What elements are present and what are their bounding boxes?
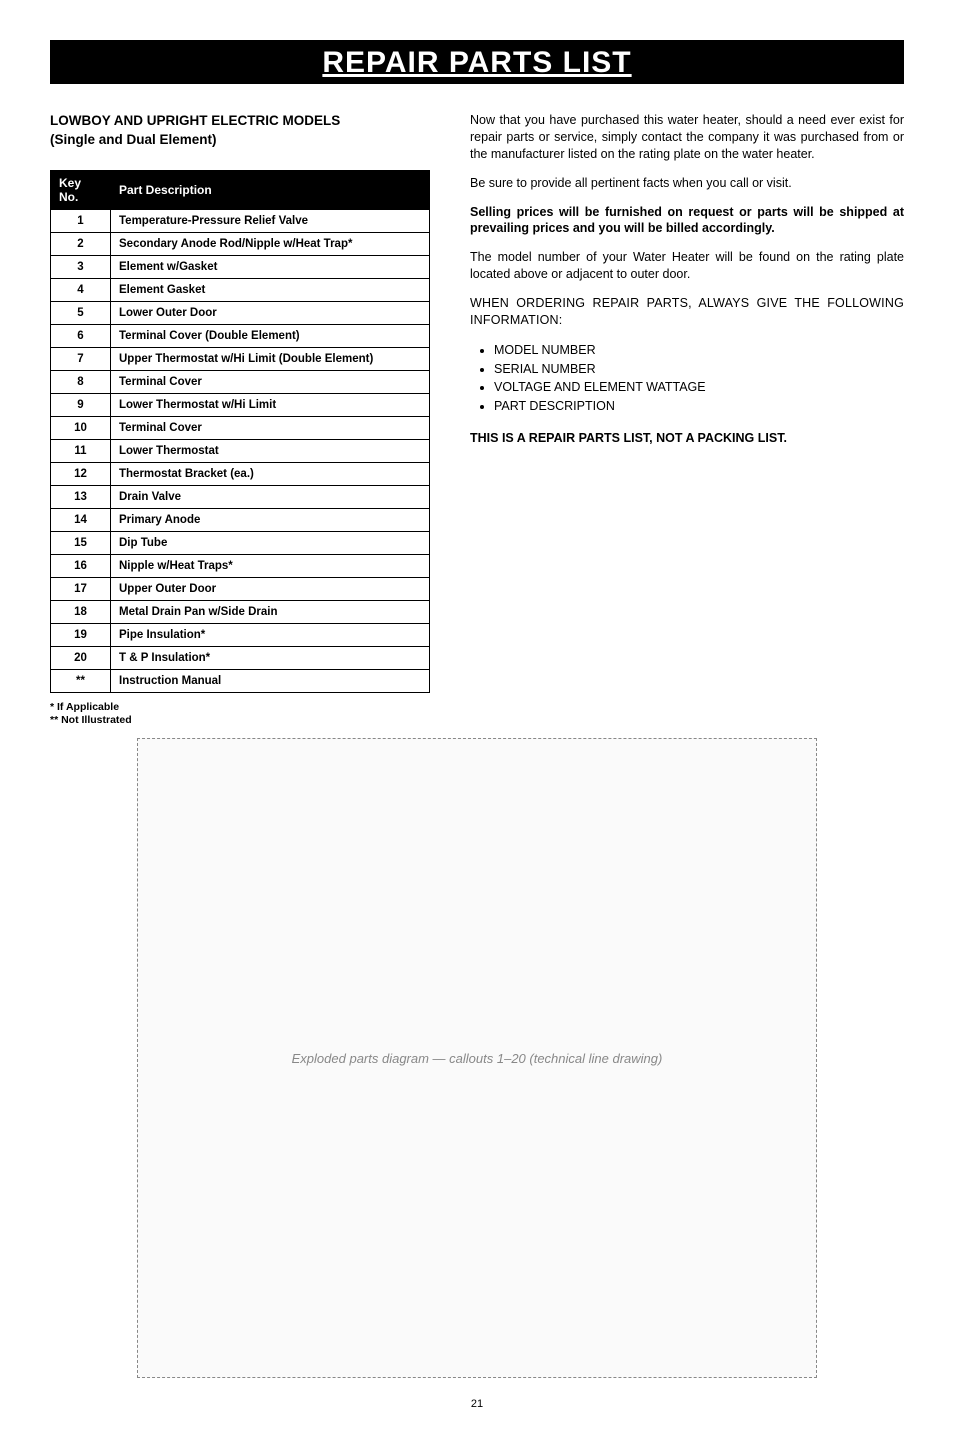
cell-desc: Upper Outer Door: [111, 577, 430, 600]
cell-key: 2: [51, 232, 111, 255]
left-column: LOWBOY AND UPRIGHT ELECTRIC MODELS (Sing…: [50, 112, 430, 728]
cell-key: 16: [51, 554, 111, 577]
table-row: 18Metal Drain Pan w/Side Drain: [51, 600, 430, 623]
cell-key: 15: [51, 531, 111, 554]
not-packing-list-note: THIS IS A REPAIR PARTS LIST, NOT A PACKI…: [470, 430, 904, 447]
cell-desc: Nipple w/Heat Traps*: [111, 554, 430, 577]
provide-facts-paragraph: Be sure to provide all pertinent facts w…: [470, 175, 904, 192]
exploded-diagram-placeholder: Exploded parts diagram — callouts 1–20 (…: [137, 738, 817, 1378]
cell-desc: Drain Valve: [111, 485, 430, 508]
cell-desc: Metal Drain Pan w/Side Drain: [111, 600, 430, 623]
table-row: 15Dip Tube: [51, 531, 430, 554]
table-row: 16Nipple w/Heat Traps*: [51, 554, 430, 577]
cell-desc: Element Gasket: [111, 278, 430, 301]
page-number: 21: [50, 1398, 904, 1410]
list-item: MODEL NUMBER: [494, 341, 904, 360]
table-row: 9Lower Thermostat w/Hi Limit: [51, 393, 430, 416]
cell-key: 18: [51, 600, 111, 623]
table-row: 6Terminal Cover (Double Element): [51, 324, 430, 347]
table-row: 17Upper Outer Door: [51, 577, 430, 600]
cell-key: 4: [51, 278, 111, 301]
table-row: 20T & P Insulation*: [51, 646, 430, 669]
cell-desc: Instruction Manual: [111, 669, 430, 692]
table-row: **Instruction Manual: [51, 669, 430, 692]
cell-key: 6: [51, 324, 111, 347]
cell-desc: Pipe Insulation*: [111, 623, 430, 646]
cell-desc: Upper Thermostat w/Hi Limit (Double Elem…: [111, 347, 430, 370]
col-header-desc: Part Description: [111, 170, 430, 209]
cell-desc: Terminal Cover (Double Element): [111, 324, 430, 347]
page-banner: REPAIR PARTS LIST: [50, 40, 904, 84]
table-row: 14Primary Anode: [51, 508, 430, 531]
subtitle-line-1: LOWBOY AND UPRIGHT ELECTRIC MODELS: [50, 112, 430, 131]
cell-desc: Lower Thermostat: [111, 439, 430, 462]
pricing-paragraph: Selling prices will be furnished on requ…: [470, 204, 904, 238]
cell-key: 19: [51, 623, 111, 646]
parts-table: Key No. Part Description 1Temperature-Pr…: [50, 170, 430, 693]
ordering-heading: WHEN ORDERING REPAIR PARTS, ALWAYS GIVE …: [470, 295, 904, 329]
cell-key: 20: [51, 646, 111, 669]
cell-desc: Terminal Cover: [111, 370, 430, 393]
list-item: VOLTAGE AND ELEMENT WATTAGE: [494, 378, 904, 397]
cell-key: 12: [51, 462, 111, 485]
cell-desc: Primary Anode: [111, 508, 430, 531]
list-item: SERIAL NUMBER: [494, 360, 904, 379]
footnote-2: ** Not Illustrated: [50, 714, 430, 728]
cell-key: **: [51, 669, 111, 692]
table-row: 1Temperature-Pressure Relief Valve: [51, 209, 430, 232]
cell-desc: Lower Thermostat w/Hi Limit: [111, 393, 430, 416]
table-row: 10Terminal Cover: [51, 416, 430, 439]
cell-key: 1: [51, 209, 111, 232]
cell-desc: Lower Outer Door: [111, 301, 430, 324]
intro-paragraph: Now that you have purchased this water h…: [470, 112, 904, 163]
subtitle-block: LOWBOY AND UPRIGHT ELECTRIC MODELS (Sing…: [50, 112, 430, 150]
cell-desc: T & P Insulation*: [111, 646, 430, 669]
table-header-row: Key No. Part Description: [51, 170, 430, 209]
footnote-1: * If Applicable: [50, 701, 430, 715]
ordering-info-list: MODEL NUMBERSERIAL NUMBERVOLTAGE AND ELE…: [470, 341, 904, 416]
cell-key: 11: [51, 439, 111, 462]
cell-key: 14: [51, 508, 111, 531]
table-row: 13Drain Valve: [51, 485, 430, 508]
table-row: 3Element w/Gasket: [51, 255, 430, 278]
cell-key: 7: [51, 347, 111, 370]
cell-desc: Temperature-Pressure Relief Valve: [111, 209, 430, 232]
table-row: 8Terminal Cover: [51, 370, 430, 393]
cell-desc: Element w/Gasket: [111, 255, 430, 278]
cell-key: 10: [51, 416, 111, 439]
cell-desc: Terminal Cover: [111, 416, 430, 439]
table-row: 5Lower Outer Door: [51, 301, 430, 324]
table-row: 4Element Gasket: [51, 278, 430, 301]
two-column-layout: LOWBOY AND UPRIGHT ELECTRIC MODELS (Sing…: [50, 112, 904, 728]
table-row: 7Upper Thermostat w/Hi Limit (Double Ele…: [51, 347, 430, 370]
table-row: 2Secondary Anode Rod/Nipple w/Heat Trap*: [51, 232, 430, 255]
cell-key: 8: [51, 370, 111, 393]
cell-desc: Secondary Anode Rod/Nipple w/Heat Trap*: [111, 232, 430, 255]
cell-desc: Dip Tube: [111, 531, 430, 554]
subtitle-line-2: (Single and Dual Element): [50, 131, 430, 150]
cell-key: 3: [51, 255, 111, 278]
diagram-section: Exploded parts diagram — callouts 1–20 (…: [50, 738, 904, 1378]
model-number-paragraph: The model number of your Water Heater wi…: [470, 249, 904, 283]
cell-key: 5: [51, 301, 111, 324]
table-row: 12Thermostat Bracket (ea.): [51, 462, 430, 485]
cell-desc: Thermostat Bracket (ea.): [111, 462, 430, 485]
list-item: PART DESCRIPTION: [494, 397, 904, 416]
cell-key: 13: [51, 485, 111, 508]
footnotes: * If Applicable ** Not Illustrated: [50, 701, 430, 728]
col-header-key: Key No.: [51, 170, 111, 209]
table-row: 19Pipe Insulation*: [51, 623, 430, 646]
cell-key: 9: [51, 393, 111, 416]
cell-key: 17: [51, 577, 111, 600]
table-row: 11Lower Thermostat: [51, 439, 430, 462]
right-column: Now that you have purchased this water h…: [470, 112, 904, 728]
